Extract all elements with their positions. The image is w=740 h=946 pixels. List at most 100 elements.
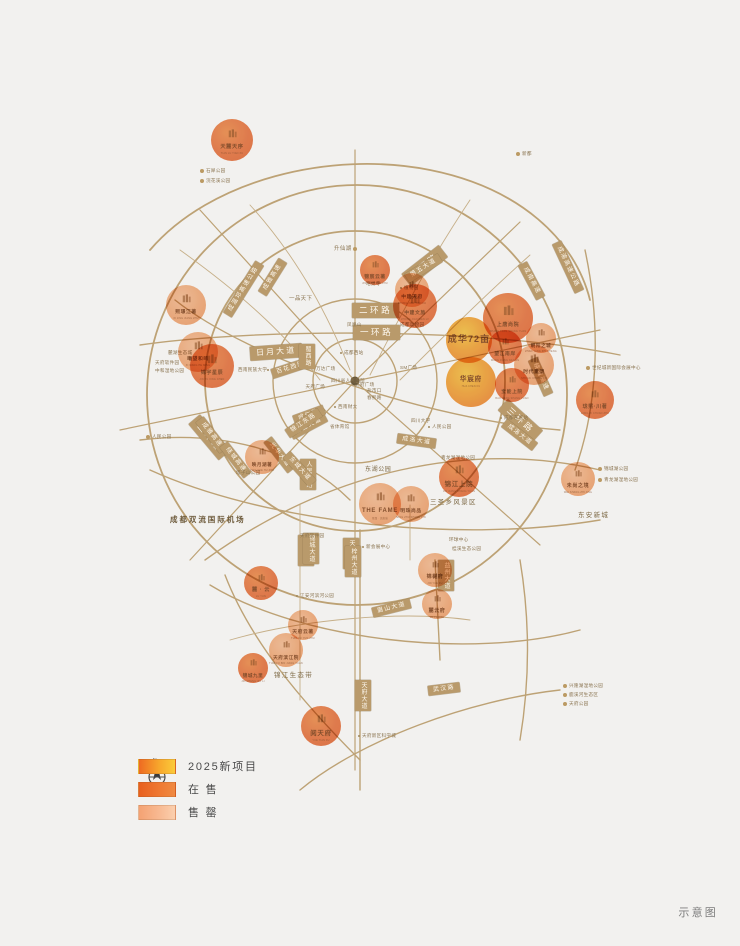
- project-name-cn: 中建文旅: [404, 311, 426, 317]
- road-label-ring1: 一环路: [353, 325, 401, 340]
- project-logo-icon: [591, 385, 599, 403]
- project-logo-icon: [509, 370, 516, 388]
- project-name-en: BAO NENG SHANG YUAN: [495, 396, 529, 400]
- road-label-shuxi-lu: 蜀西路: [299, 344, 315, 369]
- project-bubble-p26[interactable]: 锦城九里 JIN CHENG JIU LI: [238, 653, 268, 683]
- project-name-cn: 麓 · 云: [251, 587, 271, 594]
- project-name-en: YUE TIAN FU: [312, 738, 330, 742]
- project-name-cn: 成华72亩: [447, 334, 491, 345]
- project-logo-icon: [407, 489, 415, 507]
- project-name-cn: 锦宇星辰: [200, 370, 224, 377]
- project-bubble-p27[interactable]: 阅天府 YUE TIAN FU: [301, 706, 341, 746]
- poi-new-expo-center: 新会展中心: [362, 544, 390, 550]
- project-name-cn: 熙璟江著: [175, 310, 197, 316]
- project-logo-icon: [455, 461, 464, 479]
- poi-chengdu-east-station: 成都东客站: [500, 415, 528, 421]
- project-logo-icon: [575, 464, 582, 482]
- project-name-en: LU YUN: [255, 594, 267, 598]
- project-name-en: ZHONG JIAN WEN LV: [401, 317, 429, 321]
- project-bubble-p15[interactable]: 宝能上院 BAO NENG SHANG YUAN: [495, 368, 529, 402]
- project-name-cn: 锦樾府: [426, 574, 444, 581]
- road-label-ring2: 二环路: [352, 303, 400, 318]
- project-bubble-p2[interactable]: 熙璟江著 XI JING JIANG ZHU: [166, 285, 206, 325]
- area-label-shengxianhu: 升仙湖: [334, 246, 359, 253]
- project-name-cn: 锦城九里: [242, 673, 264, 679]
- poi-sm-plaza: SM广场: [400, 365, 418, 370]
- project-name-cn: 望江南岸: [494, 352, 516, 358]
- project-bubble-p14[interactable]: 华宸府 HUA CHEN FU: [446, 357, 496, 407]
- project-name-en: JIN CHENG JIU LI: [241, 679, 265, 683]
- project-bubble-p1[interactable]: 天麓天序 TIAN LU TIAN XU: [211, 119, 253, 161]
- poi-luxi-river: 鹿溪河生态区: [563, 692, 598, 698]
- project-bubble-p20[interactable]: 明珠尚品 MING ZHU SHANG PIN: [393, 486, 429, 522]
- legend-item-on-sale: 在 售: [138, 781, 258, 797]
- area-label-jinjiang-eco: 锦江生态带: [274, 672, 313, 679]
- project-logo-icon: [372, 255, 379, 273]
- project-logo-icon: [250, 653, 257, 671]
- project-bubble-p6[interactable]: 锦宸云著 JIN CHEN YUN ZHU: [360, 255, 390, 285]
- project-name-cn: 未尚之境: [566, 483, 590, 490]
- legend-swatch-sold-out: [138, 804, 176, 820]
- poi-jincheng-lake-park: 锦城湖公园: [598, 466, 628, 472]
- project-bubble-p23[interactable]: 麓 · 云 LU YUN: [244, 566, 278, 600]
- road-label-zizhou-dadao: 梓州大道: [345, 546, 361, 578]
- project-bubble-p5[interactable]: 映月湖著 YING YUE HU ZHU: [245, 440, 279, 474]
- project-name-en: LONG XI CHUAN ZHU: [580, 411, 610, 415]
- project-logo-icon: [259, 442, 266, 460]
- poi-global-center: 环球中心: [449, 537, 469, 542]
- project-bubble-p18[interactable]: 锦江上院 JIN JIANG SHANG YUAN: [439, 457, 479, 497]
- poi-yanshikou: 盐市口: [367, 388, 382, 393]
- project-bubble-p8[interactable]: 中建文旅 ZHONG JIAN WEN LV: [393, 284, 437, 328]
- project-name-cn: 锦江上院: [444, 481, 474, 489]
- project-name-en: MING ZHU SHANG PIN: [396, 515, 426, 519]
- project-name-cn: 天麓天序: [220, 144, 244, 151]
- project-name-en: LU YUN FU: [429, 615, 445, 619]
- center-marker-dot: [350, 376, 360, 386]
- poi-xindu: 新都: [516, 151, 532, 157]
- project-bubble-p22[interactable]: 麓云府 LU YUN FU: [422, 589, 452, 619]
- area-label-donganxincheng: 东安新城: [578, 512, 610, 519]
- poi-shixi-park: 石犀公园: [200, 168, 225, 174]
- project-logo-icon: [503, 303, 514, 321]
- project-logo-icon: [300, 610, 307, 628]
- project-logo-icon: [530, 350, 539, 368]
- project-bubble-p10[interactable]: 成华72亩: [446, 317, 492, 363]
- poi-tianfu-park: 天府公园: [563, 701, 588, 707]
- project-name-en: 鼎晟 · 凯旋城: [372, 516, 388, 520]
- project-name-en: WANG JIANG NAN AN: [490, 358, 520, 362]
- poi-century-city-expo: 世纪城新国际会展中心: [586, 365, 641, 371]
- project-bubble-p16[interactable]: 珑熙·川著 LONG XI CHUAN ZHU: [576, 381, 614, 419]
- legend-label-sold-out: 售 罄: [188, 807, 219, 819]
- project-name-cn: 天府滨江院: [273, 655, 299, 661]
- poi-xinglonghu-wetland: 兴隆湖湿地公园: [563, 683, 603, 689]
- legend-swatch-new: [138, 758, 176, 774]
- poi-wanda-plaza: 万达广场: [316, 366, 336, 371]
- legend-item-new: 2025新项目: [138, 758, 258, 774]
- project-name-en: TIAN FU BIN JIANG YUAN: [269, 661, 303, 665]
- project-name-en: JIN YU XING CHEN: [199, 377, 225, 381]
- project-name-en: HUA CHEN FU: [461, 384, 481, 388]
- project-bubble-p19[interactable]: THE FAME 鼎晟 · 凯旋城: [359, 483, 401, 525]
- project-logo-icon: [410, 291, 420, 309]
- project-bubble-p25[interactable]: 天府滨江院 TIAN FU BIN JIANG YUAN: [269, 633, 303, 667]
- project-bubble-p4[interactable]: 锦宇星辰 JIN YU XING CHEN: [190, 344, 234, 388]
- poi-guixi-eco-park: 桂溪生态公园: [452, 546, 482, 551]
- project-logo-icon: [434, 589, 441, 607]
- project-logo-icon: [207, 351, 217, 369]
- project-name-en: SHI DAI CHONG SU: [521, 376, 547, 380]
- poi-tazishan-park: 人民公园: [428, 424, 451, 430]
- project-name-cn: 宝能上院: [501, 390, 523, 396]
- poi-chengdu-west-station: 成都西站: [340, 350, 363, 356]
- project-bubble-p21[interactable]: 锦樾府 JIN YUE FU: [418, 553, 452, 587]
- legend-item-sold-out: 售 罄: [138, 804, 258, 820]
- area-label-sansheng: 三圣乡风景区: [430, 499, 477, 506]
- poi-tianfu-science-city: 天府新区科学城: [358, 733, 396, 739]
- project-name-cn: 珑熙·川著: [582, 404, 608, 411]
- project-bubble-p17[interactable]: 未尚之境 WEI SHANG ZHI JING: [561, 462, 595, 496]
- poi-swun: 西南民族大学: [238, 367, 270, 372]
- poi-hi-tech-west: 天府软件园: [155, 360, 180, 365]
- area-label-airport: 成都双流国际机场: [170, 515, 246, 524]
- project-name-en: JIN YUE FU: [427, 581, 443, 585]
